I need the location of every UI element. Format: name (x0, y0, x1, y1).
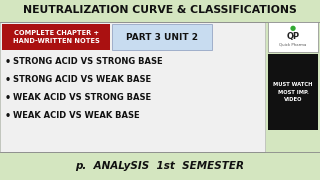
Text: ●: ● (290, 25, 296, 31)
Text: STRONG ACID VS STRONG BASE: STRONG ACID VS STRONG BASE (13, 57, 163, 66)
Text: MUST WATCH
MOST IMP.
VIDEO: MUST WATCH MOST IMP. VIDEO (273, 82, 313, 102)
FancyBboxPatch shape (0, 22, 265, 152)
Text: •: • (5, 111, 11, 121)
Text: •: • (5, 93, 11, 103)
Text: •: • (5, 57, 11, 67)
Text: WEAK ACID VS WEAK BASE: WEAK ACID VS WEAK BASE (13, 111, 140, 120)
Text: QP: QP (286, 31, 300, 40)
FancyBboxPatch shape (2, 24, 110, 50)
FancyBboxPatch shape (112, 24, 212, 50)
FancyBboxPatch shape (268, 54, 318, 130)
Text: PART 3 UNIT 2: PART 3 UNIT 2 (126, 33, 198, 42)
Text: COMPLETE CHAPTER +
HAND-WRITTEN NOTES: COMPLETE CHAPTER + HAND-WRITTEN NOTES (12, 30, 100, 44)
Text: Quick Pharma: Quick Pharma (279, 43, 307, 47)
Text: WEAK ACID VS STRONG BASE: WEAK ACID VS STRONG BASE (13, 93, 151, 102)
Text: STRONG ACID VS WEAK BASE: STRONG ACID VS WEAK BASE (13, 75, 151, 84)
Text: p.  ANALySIS  1st  SEMESTER: p. ANALySIS 1st SEMESTER (76, 161, 244, 171)
FancyBboxPatch shape (268, 22, 318, 52)
Text: •: • (5, 75, 11, 85)
Text: NEUTRALIZATION CURVE & CLASSIFICATIONS: NEUTRALIZATION CURVE & CLASSIFICATIONS (23, 5, 297, 15)
